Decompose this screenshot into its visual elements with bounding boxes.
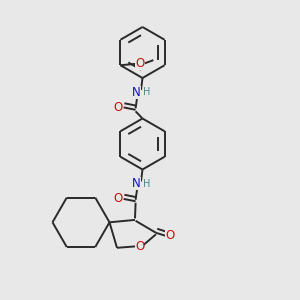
Text: N: N [132, 86, 141, 99]
Text: O: O [166, 229, 175, 242]
Text: O: O [114, 192, 123, 206]
Text: H: H [143, 179, 151, 189]
Text: O: O [114, 101, 123, 114]
Text: N: N [132, 177, 141, 190]
Text: H: H [143, 87, 151, 98]
Text: O: O [135, 57, 145, 70]
Text: O: O [135, 240, 144, 253]
